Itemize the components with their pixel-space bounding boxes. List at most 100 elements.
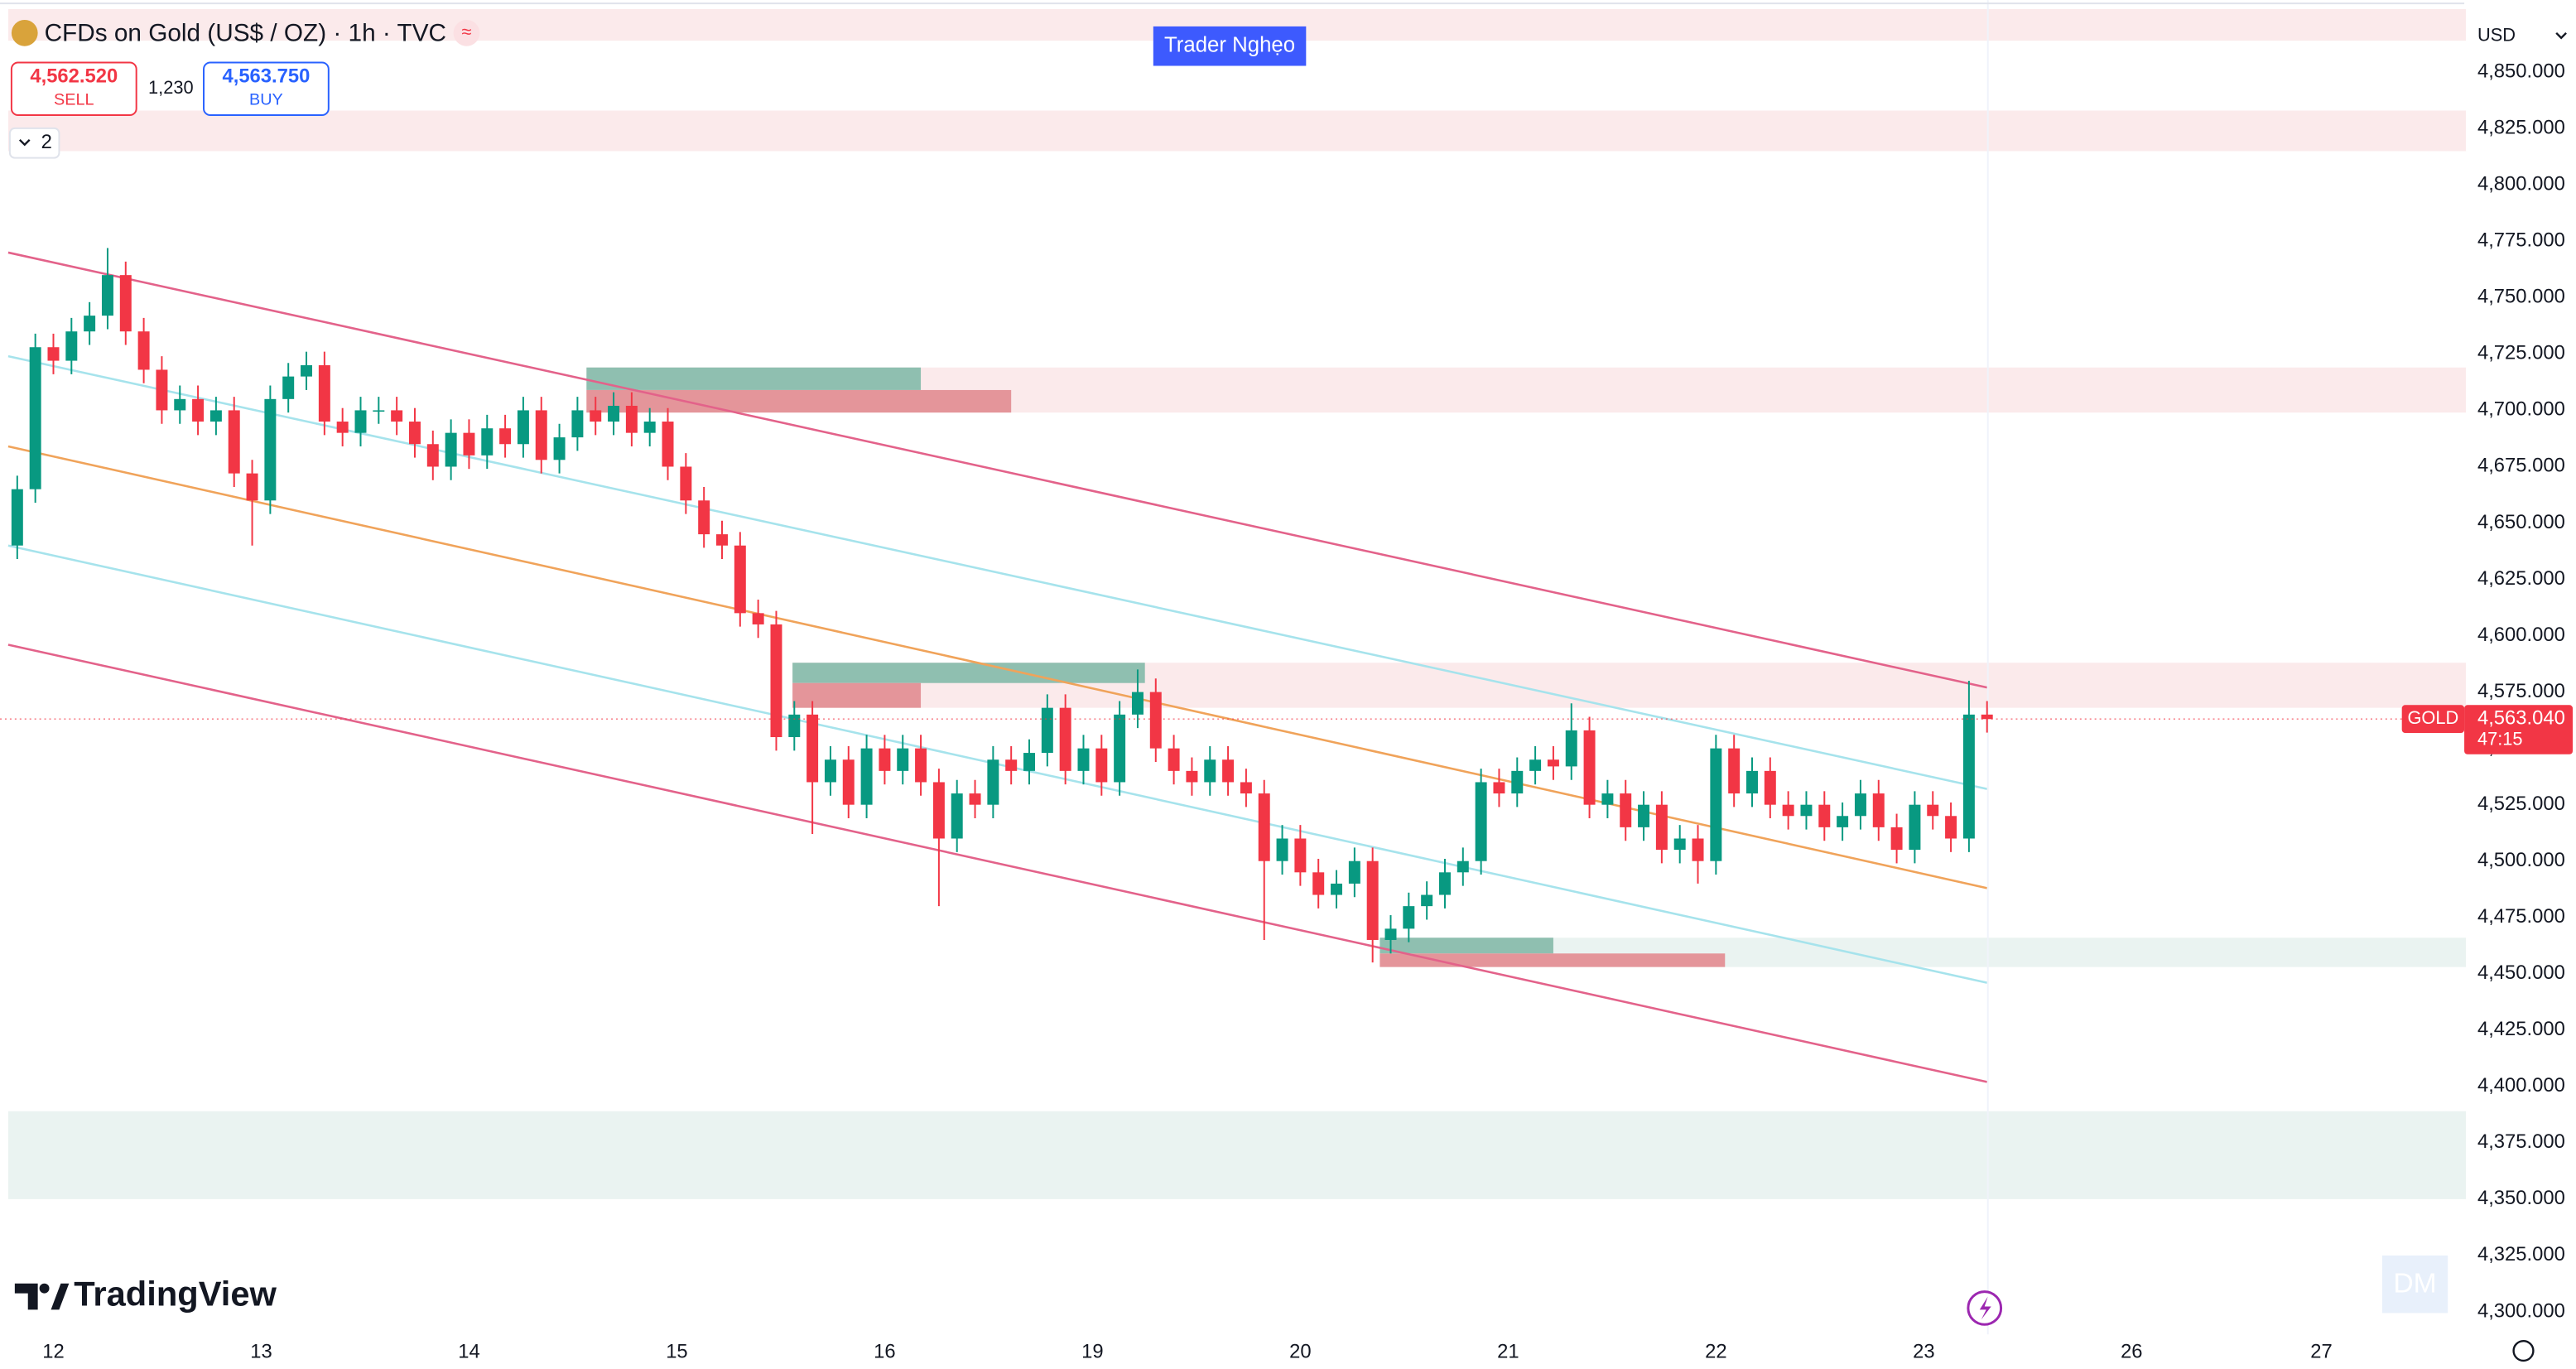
candle-body [1818,804,1831,827]
candle-body [228,410,240,474]
indicator-count: 2 [41,131,52,153]
candle-body [318,365,330,422]
y-tick-label: 4,475.000 [2477,905,2565,928]
candle-body [101,275,113,316]
candle-body [932,782,945,839]
price-tag-countdown: 47:15 [2477,729,2523,750]
candle-body [915,748,927,783]
x-tick-label: 19 [1081,1340,1103,1362]
candle-body [1620,793,1632,827]
x-tick-label: 27 [2310,1340,2332,1362]
y-tick-label: 4,400.000 [2477,1074,2565,1097]
brand-logo [14,1283,70,1310]
price-tag [2464,705,2574,754]
candle-body [301,365,313,377]
candle-body [174,398,186,411]
candle-body [1583,730,1596,805]
candle-body [517,410,529,445]
candle-body [209,410,222,422]
candle-body [1673,838,1686,851]
buy-button[interactable] [203,61,330,117]
candle-body [1837,816,1849,827]
candle-body [1258,793,1270,861]
candle-body [1529,759,1542,771]
candle-body [1403,906,1415,929]
y-tick-label: 4,425.000 [2477,1018,2565,1040]
candle-body [481,428,494,456]
x-tick-label: 13 [250,1340,272,1362]
zone [792,663,1145,683]
y-tick-label: 4,700.000 [2477,398,2565,421]
candle-body [1438,872,1451,895]
zone [586,389,1012,413]
candle-body [1800,804,1813,817]
symbol-tag-text: GOLD [2407,707,2458,728]
candle-body [1384,928,1397,940]
candle-body [1710,748,1722,861]
sell-price: 4,562.520 [30,65,118,88]
candle-body [1186,770,1198,783]
candle-body [1348,860,1360,884]
zone [586,367,922,390]
y-tick-label: 4,450.000 [2477,962,2565,984]
buy-price: 4,563.750 [222,65,310,88]
y-tick-label: 4,575.000 [2477,680,2565,702]
x-tick-label: 16 [874,1340,895,1362]
candle-body [65,331,78,361]
candle-body [1728,748,1741,794]
candle-body [445,432,457,467]
indicator-toggle[interactable] [8,127,60,159]
zone [792,682,922,708]
candle-body [1890,827,1903,851]
zone [1379,953,1726,967]
candle-body [535,410,547,460]
y-tick-label: 4,750.000 [2477,286,2565,308]
candle-body [680,466,692,501]
x-tick-label: 14 [458,1340,479,1362]
y-tick-label: 4,625.000 [2477,567,2565,590]
candle-body [1475,782,1487,861]
candle-body [373,410,385,412]
settings-icon[interactable] [2512,1339,2535,1362]
watermark-text: Trader Nghẹo [1164,34,1295,57]
zone [1379,938,1553,954]
logo-slash [51,1283,70,1310]
sell-label: SELL [54,90,94,108]
candle-body [662,422,674,467]
candle-body [463,432,475,456]
y-tick-label: 4,775.000 [2477,229,2565,252]
candle-body [11,489,23,546]
candle-body [137,331,150,370]
candle-body [1601,793,1614,805]
y-tick-label: 4,800.000 [2477,173,2565,195]
candle-body [879,748,891,771]
candle-body [246,473,258,501]
currency[interactable]: USD [2477,25,2516,46]
candle-body [608,405,620,422]
y-tick-label: 4,350.000 [2477,1187,2565,1209]
candle-body [1168,748,1180,771]
status-symbol: ≈ [461,22,471,42]
candle-body [1945,816,1957,839]
candle-body [842,759,855,805]
candle-body [1457,860,1469,873]
candle-body [264,398,277,501]
candle-body [391,410,403,422]
x-tick-label: 23 [1913,1340,1934,1362]
candle-body [47,347,60,361]
candle-body [282,376,295,399]
price-tag-value: 4,563.040 [2477,706,2565,729]
zone [7,1111,2467,1199]
candle-body [1746,770,1758,794]
zones-layer [7,9,2467,1199]
x-tick-label: 20 [1289,1340,1311,1362]
channel-line [7,644,1987,1083]
candle-body [1077,748,1090,771]
sell-button[interactable] [10,61,137,117]
symbol-tag [2401,705,2465,734]
candle-body [788,714,801,738]
candle-body [192,398,205,422]
badge-box [2381,1255,2448,1314]
candle-body [987,759,999,805]
